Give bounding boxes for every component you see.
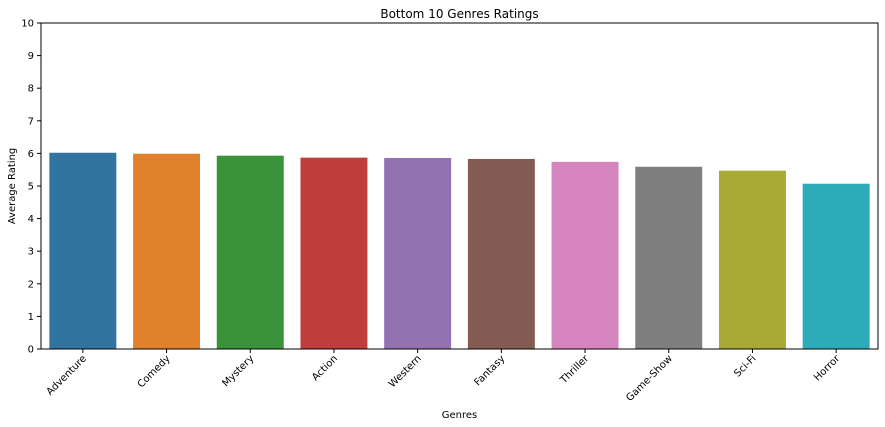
x-axis-label: Genres <box>442 410 478 421</box>
y-tick-label: 5 <box>28 182 34 193</box>
bar-sci-fi <box>718 170 786 349</box>
y-tick-label: 7 <box>28 116 34 127</box>
y-tick-label: 0 <box>28 345 34 356</box>
bar-thriller <box>551 161 619 349</box>
chart-title: Bottom 10 Genres Ratings <box>380 7 538 21</box>
y-tick-label: 8 <box>28 84 34 95</box>
bar-adventure <box>49 152 117 349</box>
bar-comedy <box>133 153 201 349</box>
y-tick-label: 1 <box>28 312 34 323</box>
bar-action <box>300 157 368 349</box>
plot-frame <box>40 22 879 350</box>
y-tick-label: 2 <box>28 279 34 290</box>
bar-game-show <box>635 166 703 349</box>
bar-western <box>384 157 452 349</box>
bars-group <box>49 152 870 349</box>
y-tick-label: 3 <box>28 247 34 258</box>
bar-fantasy <box>467 158 535 349</box>
y-tick-label: 10 <box>21 19 34 30</box>
y-axis: 0 1 2 3 4 5 6 7 8 9 10 <box>21 19 41 356</box>
y-tick-label: 6 <box>28 149 34 160</box>
y-axis-label: Average Rating <box>7 148 18 224</box>
y-tick-label: 4 <box>28 214 34 225</box>
bar-horror <box>802 183 870 349</box>
bar-mystery <box>216 155 284 349</box>
y-tick-label: 9 <box>28 51 34 62</box>
